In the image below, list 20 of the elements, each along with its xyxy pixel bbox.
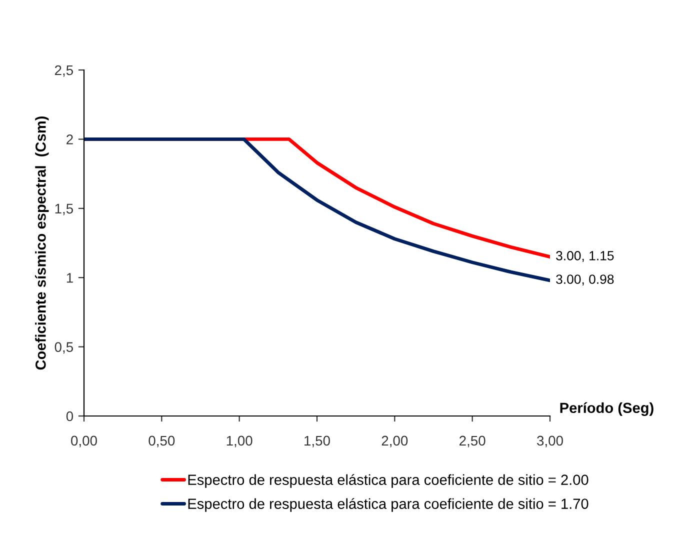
x-tick-label: 0,00 xyxy=(71,436,97,448)
x-tick-label: 2,00 xyxy=(382,436,408,448)
annotation: 3.00, 0.98 xyxy=(556,274,614,286)
y-tick-label: 0,5 xyxy=(54,342,74,354)
x-tick-label: 2,50 xyxy=(460,436,486,448)
y-tick-label: 1 xyxy=(66,273,73,283)
x-tick-label: 3,00 xyxy=(537,436,563,448)
y-tick-label: 1,5 xyxy=(55,204,74,216)
legend-label: Espectro de respuesta elástica para coeficiente de sitio = 2.00 xyxy=(188,474,588,488)
y-tick-label: 2,5 xyxy=(54,65,74,77)
y-axis-title: Coeficiente sísmico espectral (Csm) xyxy=(35,116,49,370)
x-tick-label: 1,00 xyxy=(226,436,252,448)
x-axis-title: Período (Seg) xyxy=(560,402,654,416)
annotation: 3.00, 1.15 xyxy=(556,251,614,262)
y-tick-label: 0 xyxy=(66,411,74,422)
x-tick-label: 0,50 xyxy=(148,436,175,448)
legend-label: Espectro de respuesta elástica para coeficiente de sitio = 1.70 xyxy=(188,498,588,512)
x-tick-label: 1,50 xyxy=(304,436,330,448)
line-series xyxy=(84,137,550,282)
y-tick-label: 2 xyxy=(66,134,73,144)
